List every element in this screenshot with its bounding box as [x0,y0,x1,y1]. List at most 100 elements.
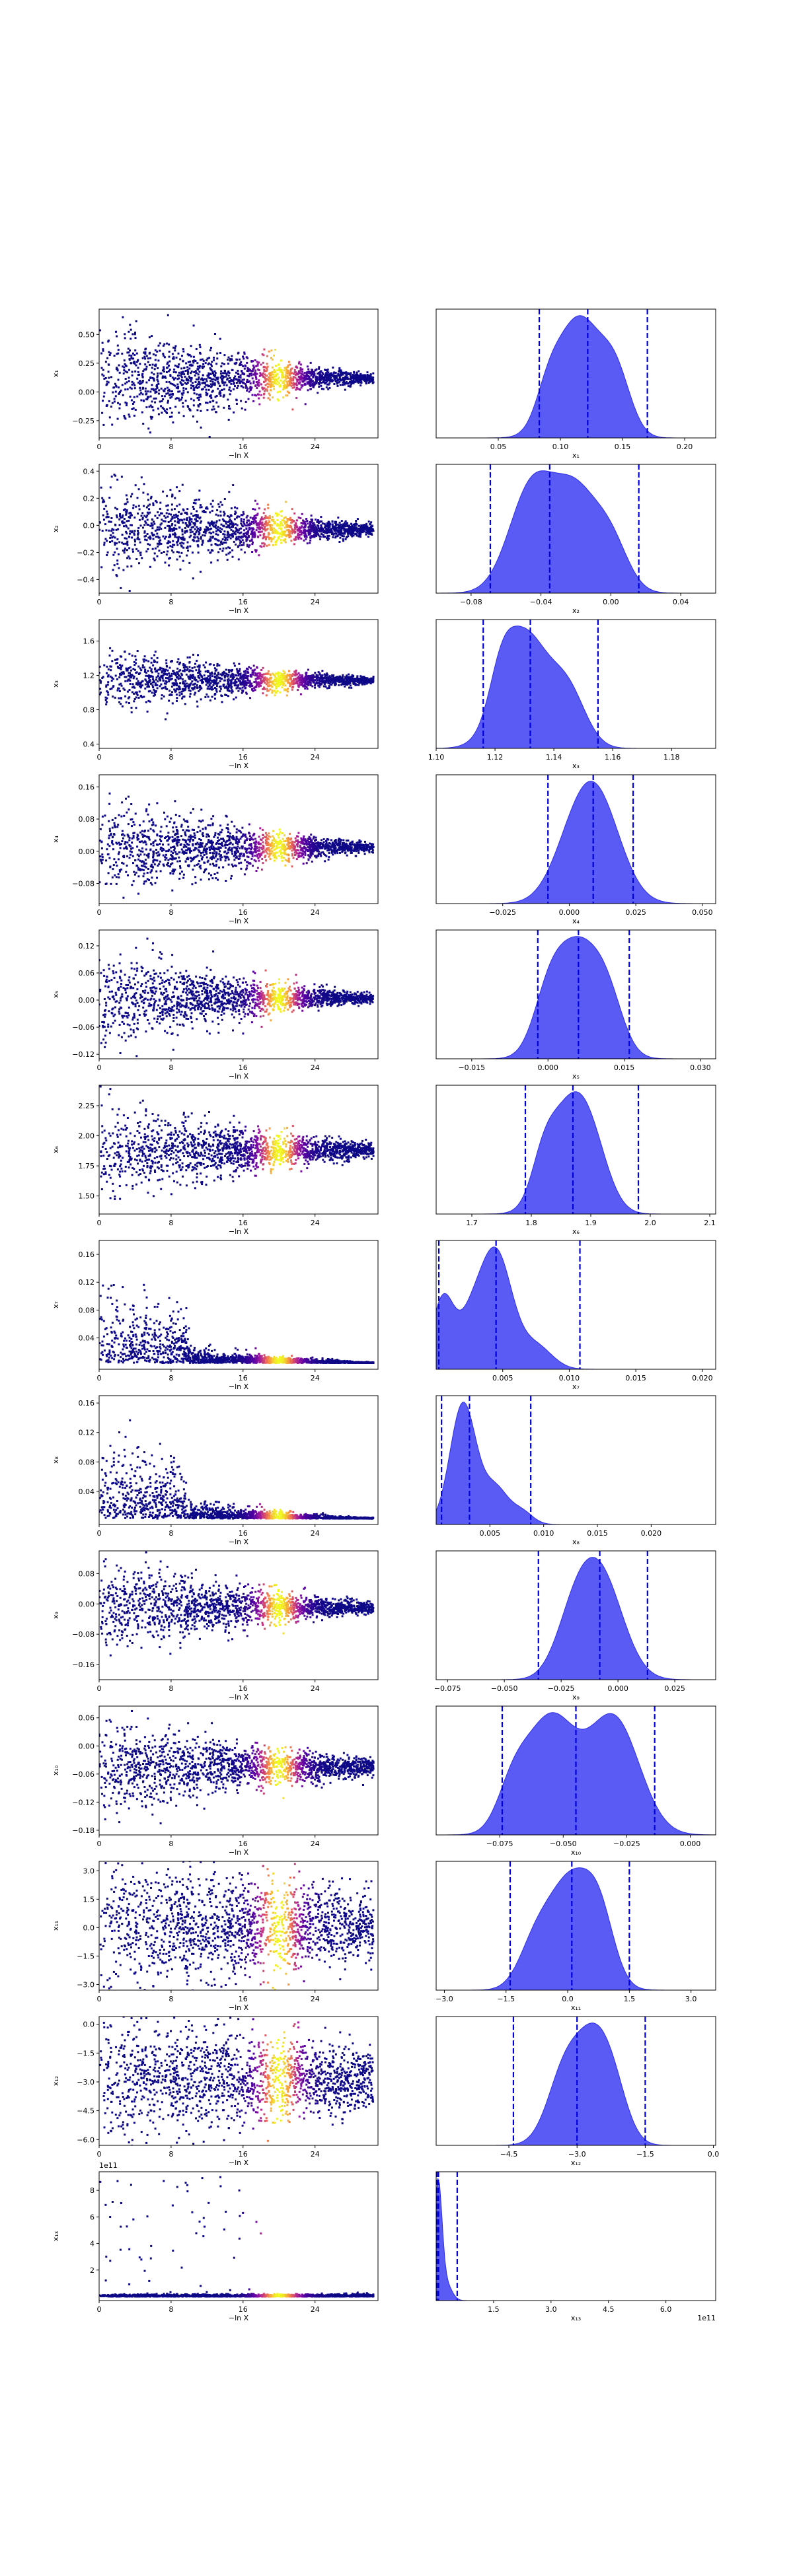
trace-point [262,688,264,690]
trace-point [156,526,159,528]
trace-point [206,392,209,395]
trace-point [208,374,210,376]
trace-point [196,386,199,389]
trace-point [263,370,266,373]
trace-point [135,707,137,709]
trace-point [124,370,127,373]
trace-point [285,386,287,389]
trace-point [363,524,365,526]
trace-point [234,682,237,685]
trace-point [242,511,245,513]
trace-point [174,678,177,681]
trace-point [366,528,369,530]
trace-point [139,382,141,385]
trace-point [301,376,304,378]
trace-point [157,408,159,410]
trace-point [137,381,140,384]
trace-point [348,673,350,676]
trace-point [182,406,184,408]
trace-point [130,524,132,526]
trace-point [240,363,243,366]
trace-point [173,544,176,546]
trace-point [118,676,121,678]
trace-point [207,528,209,531]
trace-point [195,378,198,380]
trace-point [144,538,147,541]
trace-point [285,520,288,523]
trace-point [188,520,190,523]
trace-point [334,536,337,539]
trace-point [346,372,349,375]
trace-point [116,478,119,481]
trace-point [288,530,291,532]
trace-point [147,361,149,363]
trace-point [285,524,287,527]
trace-point [151,692,153,694]
trace-point [172,544,174,546]
trace-point [371,525,373,528]
trace-point [281,674,283,676]
trace-point [153,680,155,682]
trace-point [256,513,259,515]
trace-point [331,523,334,526]
trace-point [301,373,304,376]
trace-point [223,394,225,397]
trace-point [252,534,255,536]
trace-point [221,378,223,381]
trace-point [176,515,179,517]
trace-point [288,534,291,537]
trace-point [268,350,270,353]
trace-point [172,682,175,684]
trace-point [192,577,194,580]
trace-point [336,535,338,538]
trace-point [120,666,122,668]
trace-point [146,515,149,517]
trace-point [359,532,362,535]
trace-point [277,681,280,683]
trace-point [152,502,155,505]
trace-point [126,402,128,405]
trace-point [177,352,180,355]
trace-point [110,687,113,690]
trace-point [227,363,229,365]
trace-point [153,368,156,371]
trace-point [349,528,352,530]
trace-point [174,365,176,367]
trace-point [256,381,259,383]
trace-point [366,526,368,529]
trace-point [102,400,104,402]
trace-point [300,386,303,389]
trace-point [224,675,227,678]
trace-point [350,381,353,384]
trace-point [313,371,315,373]
trace-point [314,682,317,685]
trace-point [265,517,268,519]
trace-point [205,661,208,664]
trace-point [319,374,321,376]
trace-point [166,342,169,345]
trace-point [276,686,278,689]
trace-point [241,385,243,388]
trace-point [312,526,315,529]
trace-point [353,524,356,527]
trace-point [151,371,153,374]
trace-point [337,373,340,375]
trace-point [162,344,165,347]
trace-point [344,525,346,528]
trace-point [202,388,204,390]
trace-point [231,355,233,357]
trace-point [200,687,203,690]
trace-point [189,409,192,411]
trace-point [282,676,285,678]
trace-point [334,530,337,532]
trace-point [349,676,352,679]
trace-point [180,693,183,695]
trace-point [170,549,173,552]
trace-point [263,392,266,395]
trace-point [239,668,241,670]
trace-point [208,683,211,686]
trace-point [288,682,290,684]
trace-point [135,696,137,699]
trace-point [141,517,144,519]
trace-point [187,361,190,363]
